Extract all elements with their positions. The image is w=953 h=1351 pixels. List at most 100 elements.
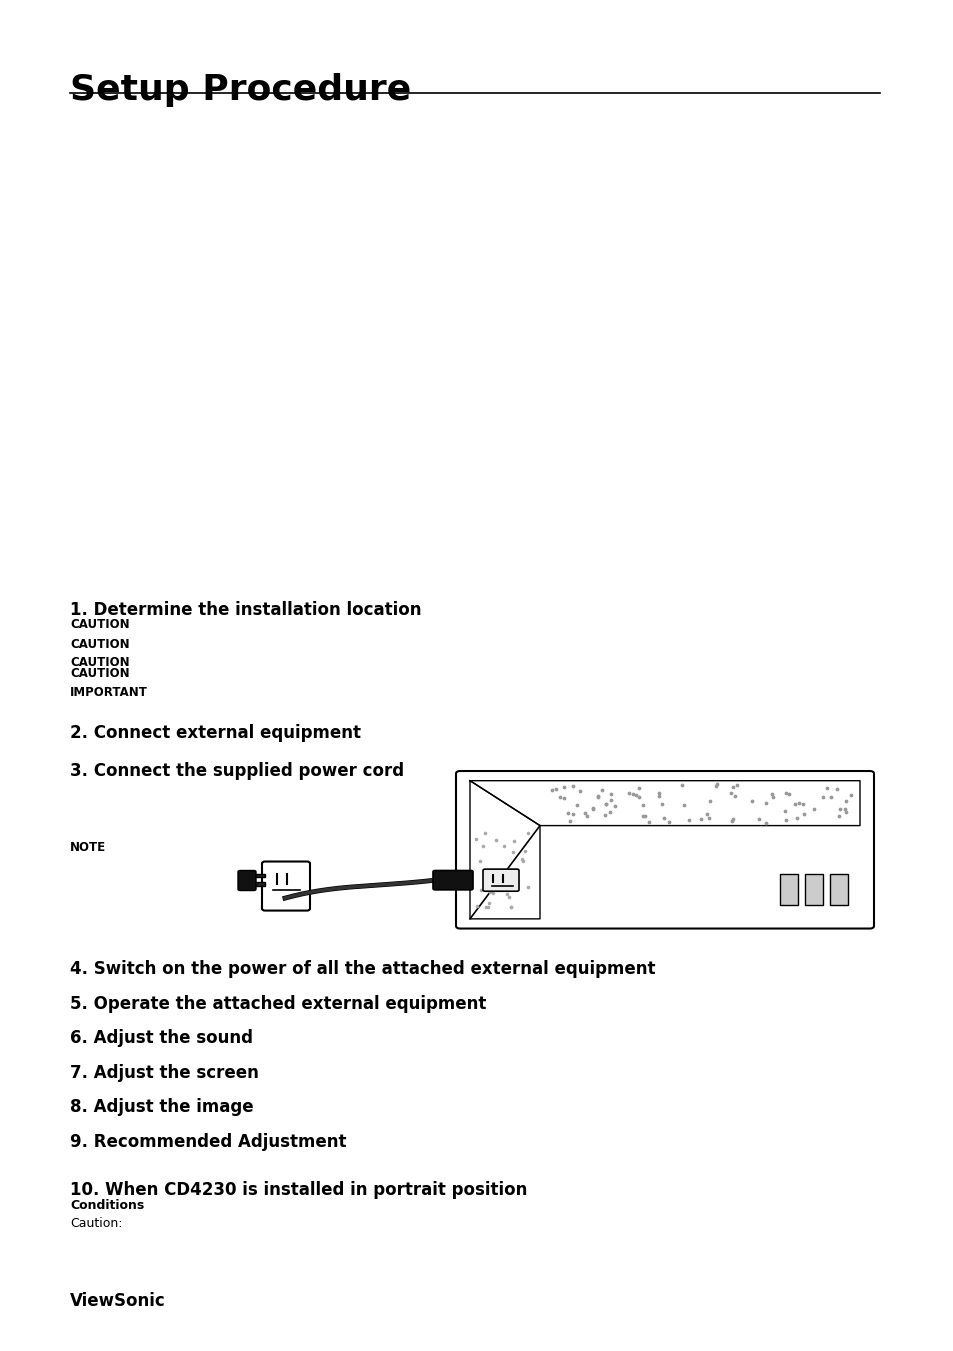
Text: 6. Adjust the sound: 6. Adjust the sound bbox=[70, 1029, 253, 1047]
Point bbox=[743, 790, 759, 812]
Point bbox=[553, 786, 568, 808]
Point bbox=[620, 782, 636, 804]
Point bbox=[727, 785, 742, 807]
Point bbox=[651, 782, 666, 804]
Point bbox=[777, 809, 792, 831]
Text: 9. Recommended Adjustment: 9. Recommended Adjustment bbox=[70, 1133, 346, 1151]
Point bbox=[831, 798, 846, 820]
Point bbox=[637, 805, 652, 827]
Point bbox=[635, 805, 650, 827]
Point bbox=[838, 801, 853, 823]
Bar bbox=[829, 874, 847, 905]
Point bbox=[602, 789, 618, 811]
Text: 1. Determine the installation location: 1. Determine the installation location bbox=[70, 601, 421, 619]
Point bbox=[569, 794, 584, 816]
Point bbox=[724, 775, 740, 797]
Point bbox=[594, 780, 609, 801]
Text: 5. Operate the attached external equipment: 5. Operate the attached external equipme… bbox=[70, 994, 486, 1013]
Point bbox=[503, 871, 518, 893]
Point bbox=[725, 808, 740, 830]
FancyBboxPatch shape bbox=[482, 869, 518, 892]
Text: NOTE: NOTE bbox=[70, 842, 106, 854]
Point bbox=[701, 790, 717, 812]
Text: Setup Procedure: Setup Procedure bbox=[70, 73, 411, 107]
Point bbox=[693, 809, 708, 831]
Point bbox=[631, 786, 646, 808]
Text: IMPORTANT: IMPORTANT bbox=[70, 686, 148, 698]
Point bbox=[700, 808, 716, 830]
Point bbox=[497, 874, 513, 896]
Point bbox=[654, 793, 669, 815]
Point bbox=[842, 785, 858, 807]
Point bbox=[476, 823, 492, 844]
Text: 2. Connect external equipment: 2. Connect external equipment bbox=[70, 724, 360, 742]
Point bbox=[559, 802, 575, 824]
Point bbox=[500, 886, 516, 908]
Point bbox=[601, 801, 617, 823]
Point bbox=[514, 848, 529, 870]
Point bbox=[489, 877, 504, 898]
Text: Conditions: Conditions bbox=[70, 1198, 144, 1212]
Point bbox=[589, 785, 604, 807]
Point bbox=[505, 875, 520, 897]
Point bbox=[828, 778, 843, 800]
Point bbox=[469, 896, 484, 917]
Point bbox=[624, 784, 639, 805]
Bar bbox=[253, 874, 265, 877]
Text: CAUTION: CAUTION bbox=[70, 619, 130, 631]
Point bbox=[836, 798, 851, 820]
Point bbox=[674, 774, 689, 796]
Point bbox=[708, 774, 723, 796]
Point bbox=[786, 793, 801, 815]
Point bbox=[765, 786, 781, 808]
Text: 7. Adjust the screen: 7. Adjust the screen bbox=[70, 1065, 258, 1082]
Point bbox=[794, 793, 809, 815]
Point bbox=[497, 835, 512, 857]
Point bbox=[515, 851, 530, 873]
Point bbox=[561, 811, 577, 832]
Point bbox=[777, 800, 792, 821]
Point bbox=[822, 786, 838, 808]
Point bbox=[468, 828, 483, 850]
Point bbox=[585, 797, 600, 819]
Point bbox=[635, 794, 650, 816]
Point bbox=[477, 896, 493, 917]
Point bbox=[584, 798, 599, 820]
Point bbox=[724, 811, 740, 832]
Point bbox=[598, 804, 613, 825]
Point bbox=[781, 784, 797, 805]
Point bbox=[750, 808, 765, 830]
Point bbox=[641, 812, 657, 834]
Bar bbox=[804, 874, 822, 905]
Point bbox=[805, 798, 821, 820]
FancyBboxPatch shape bbox=[456, 771, 873, 928]
Text: 8. Adjust the image: 8. Adjust the image bbox=[70, 1098, 253, 1116]
Point bbox=[504, 842, 519, 863]
Point bbox=[480, 892, 496, 913]
Point bbox=[651, 785, 666, 807]
Text: 3. Connect the supplied power cord: 3. Connect the supplied power cord bbox=[70, 762, 404, 780]
Point bbox=[506, 830, 521, 851]
Polygon shape bbox=[470, 781, 859, 825]
Text: Caution:: Caution: bbox=[70, 1217, 122, 1231]
Point bbox=[598, 793, 613, 815]
Point bbox=[475, 835, 490, 857]
Point bbox=[497, 875, 513, 897]
Text: CAUTION: CAUTION bbox=[70, 667, 130, 681]
Point bbox=[485, 882, 500, 904]
Point bbox=[556, 788, 571, 809]
Point bbox=[660, 811, 676, 832]
Point bbox=[548, 778, 563, 800]
Point bbox=[819, 778, 834, 800]
Point bbox=[520, 823, 536, 844]
Point bbox=[758, 812, 773, 834]
Point bbox=[627, 785, 642, 807]
Point bbox=[589, 786, 604, 808]
Text: CAUTION: CAUTION bbox=[70, 657, 130, 669]
Point bbox=[543, 780, 558, 801]
Point bbox=[503, 896, 518, 917]
Point bbox=[556, 777, 571, 798]
Point bbox=[631, 778, 646, 800]
Point bbox=[796, 804, 811, 825]
Polygon shape bbox=[470, 781, 539, 919]
